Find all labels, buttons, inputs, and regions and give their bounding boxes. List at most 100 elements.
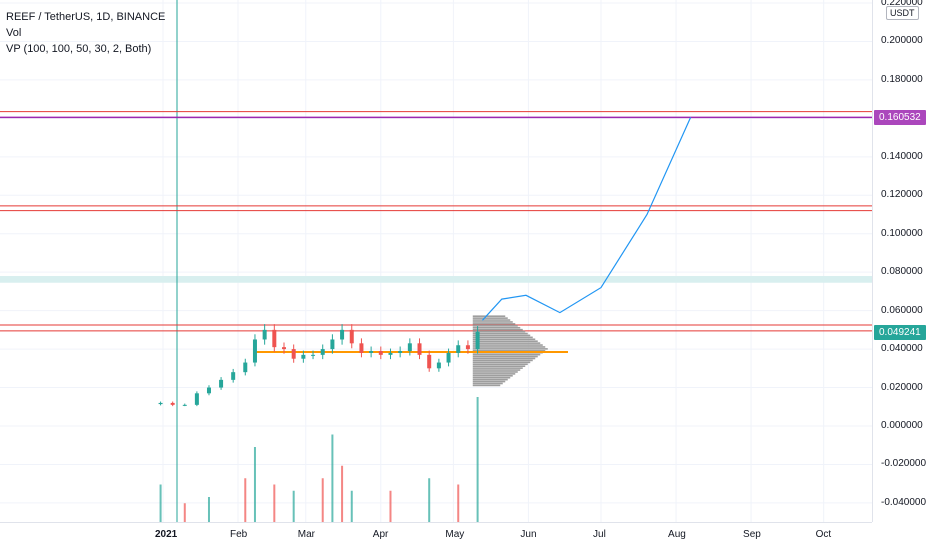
volume-profile-bar — [472, 348, 548, 350]
volume-profile-bar — [472, 353, 541, 356]
volume-profile-bar — [472, 344, 543, 346]
chart-legend: REEF / TetherUS, 1D, BINANCE Vol VP (100… — [6, 9, 165, 57]
volume-profile-bar — [472, 371, 518, 373]
candle-body — [170, 402, 175, 405]
candle-body — [446, 352, 451, 363]
volume-profile-bar — [472, 317, 508, 319]
volume-profile-bar — [472, 380, 506, 383]
price-tick-label: 0.040000 — [881, 343, 923, 355]
volume-profile-bar — [472, 357, 536, 360]
price-tick-label: 0.080000 — [881, 266, 923, 278]
price-tick-label: -0.020000 — [881, 458, 927, 470]
volume-profile-bar — [472, 346, 546, 348]
time-tick-label: Jul — [593, 529, 606, 540]
volume-profile-bar — [472, 350, 546, 352]
price-chart[interactable] — [0, 0, 872, 522]
candle-body — [417, 343, 422, 355]
volume-bar — [389, 490, 392, 522]
volume-profile-bar — [472, 355, 538, 358]
grid — [0, 0, 872, 522]
time-tick-label: Aug — [668, 529, 686, 540]
volume-profile-bar — [472, 340, 538, 342]
candle-body — [388, 352, 393, 355]
volume-profile-bar — [472, 328, 523, 331]
volume-bar — [253, 447, 256, 522]
volume-profile-bar — [472, 367, 523, 369]
volume-profile-bar — [472, 384, 501, 387]
volume-profile — [472, 315, 548, 387]
time-tick-label: Oct — [815, 529, 832, 540]
candle-body — [359, 343, 364, 353]
price-tick-label: 0.180000 — [881, 73, 923, 85]
candle-body — [243, 362, 248, 373]
volume-profile-bar — [472, 338, 536, 341]
volume-profile-bar — [472, 361, 531, 364]
volume-bar — [207, 497, 210, 522]
candle-body — [206, 387, 211, 394]
volume-profile-bar — [472, 369, 521, 371]
volume-bar — [244, 478, 247, 522]
volume-bar — [428, 478, 431, 522]
candle-body — [158, 402, 163, 405]
price-tick-label: 0.000000 — [881, 420, 923, 431]
time-tick-label: Mar — [297, 529, 315, 540]
candle-body — [291, 349, 296, 359]
time-tick-label: Jun — [520, 529, 537, 540]
chart-area[interactable]: REEF / TetherUS, 1D, BINANCE Vol VP (100… — [0, 0, 872, 522]
time-axis[interactable]: 2021 Feb Mar Apr May Jun Jul Aug Sep Oct — [0, 522, 872, 551]
volume-profile-bar — [472, 365, 526, 367]
volume-profile-bar — [472, 382, 503, 385]
projection-path — [481, 117, 692, 321]
candle-body — [407, 343, 412, 352]
candle-body — [340, 329, 345, 340]
volume-bar — [321, 478, 324, 522]
price-tick-label: 0.200000 — [881, 35, 923, 47]
candle-body — [320, 349, 325, 355]
volume-bar — [331, 434, 334, 522]
volume-profile-bar — [472, 363, 528, 366]
legend-symbol[interactable]: REEF / TetherUS, 1D, BINANCE — [6, 11, 166, 23]
candle-body — [231, 372, 236, 380]
time-tick-label: May — [445, 529, 465, 540]
candle-body — [475, 331, 480, 350]
candle-body — [427, 354, 432, 369]
price-tick-label: 0.120000 — [881, 189, 923, 201]
volume-profile-bar — [472, 326, 521, 329]
volume-profile-bar — [472, 376, 511, 379]
candle-body — [369, 351, 374, 353]
volume-profile-bar — [472, 323, 516, 325]
candle-body — [465, 345, 470, 350]
time-tick-label: Apr — [372, 529, 389, 540]
volume-profile-bar — [472, 375, 513, 377]
candle-body — [252, 339, 257, 363]
volume-bar — [273, 484, 276, 522]
volume-bar — [159, 484, 162, 522]
currency-unit-label[interactable]: USDT — [886, 6, 919, 20]
candle-body — [330, 339, 335, 350]
current-price-tag: 0.049241 — [874, 324, 926, 340]
candle-body — [282, 347, 286, 350]
candle-body — [194, 393, 199, 405]
volume-bars — [159, 397, 479, 522]
volume-bar — [350, 490, 353, 522]
volume-profile-bar — [472, 325, 518, 327]
volume-profile-bar — [472, 378, 508, 381]
candle-body — [378, 351, 383, 355]
volume-profile-bar — [472, 319, 511, 321]
volume-bar — [341, 465, 344, 522]
candle-body — [436, 362, 441, 369]
legend-volume[interactable]: Vol — [6, 27, 22, 39]
price-tick-label: 0.220000 — [881, 0, 923, 8]
time-tick-label: Feb — [230, 529, 248, 540]
volume-bar — [457, 484, 460, 522]
candle-body — [349, 329, 354, 344]
price-axis[interactable]: 0.2200000.2000000.1800000.1600000.140000… — [872, 0, 932, 522]
volume-profile-bar — [472, 336, 533, 339]
candle-body — [398, 351, 403, 353]
price-tick-label: 0.140000 — [881, 150, 923, 162]
legend-volume-profile[interactable]: VP (100, 100, 50, 30, 2, Both) — [6, 43, 152, 55]
price-tick-label: 0.060000 — [881, 304, 923, 316]
volume-profile-bar — [472, 321, 513, 323]
price-tick-label: 0.020000 — [881, 381, 923, 393]
candle-body — [219, 379, 224, 388]
